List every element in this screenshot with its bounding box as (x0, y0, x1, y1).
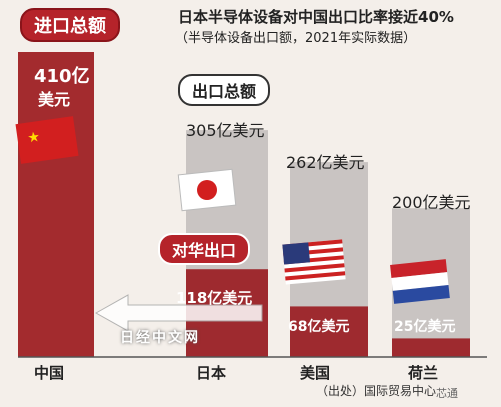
export-total-label: 出口总额 (178, 74, 271, 106)
watermark: 日经中文网 (120, 330, 200, 346)
us-total-value: 262亿美元 (286, 153, 365, 172)
japan-flag-icon (177, 168, 237, 212)
china-total-value-line1: 410亿 (34, 66, 90, 87)
arrow-to-china-icon (94, 294, 263, 332)
chart-subtitle: （半导体设备出口额，2021年实际数据） (175, 31, 417, 46)
bar-to-china-美国 (290, 306, 368, 357)
x-tick-china: 中国 (34, 364, 65, 382)
china-total-value-line2: 美元 (38, 90, 71, 109)
netherlands-flag-icon (390, 259, 450, 304)
bar-total-中国 (18, 52, 94, 357)
chart-title: 日本半导体设备对中国出口比率接近40% (178, 8, 454, 26)
netherlands-china-value: 25亿美元 (394, 319, 456, 335)
us-flag-icon (282, 239, 346, 285)
us-china-value: 68亿美元 (288, 319, 350, 335)
x-tick-us: 美国 (300, 364, 331, 382)
wechat-mark: 芯通 (436, 387, 458, 400)
import-total-label: 进口总额 (20, 8, 120, 42)
bar-to-china-荷兰 (392, 338, 470, 357)
svg-text:★: ★ (27, 129, 42, 147)
x-tick-netherlands: 荷兰 (408, 364, 439, 382)
source-note: （出处）国际贸易中心 (316, 384, 437, 398)
japan-china-value: 118亿美元 (176, 289, 253, 307)
to-china-label: 对华出口 (158, 233, 251, 265)
netherlands-total-value: 200亿美元 (392, 193, 471, 212)
china-flag-icon: ★ (15, 116, 79, 164)
japan-total-value: 305亿美元 (186, 121, 265, 140)
x-tick-japan: 日本 (196, 364, 227, 382)
